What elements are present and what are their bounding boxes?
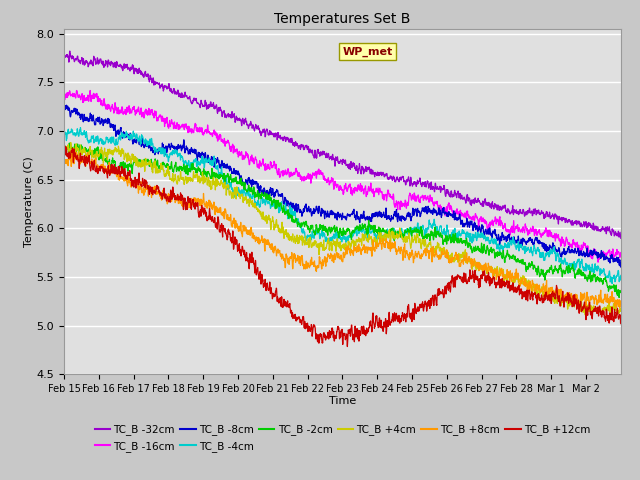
TC_B +8cm	[116, 176, 124, 181]
TC_B -4cm	[376, 231, 384, 237]
TC_B -2cm	[510, 256, 518, 262]
Text: WP_met: WP_met	[342, 47, 393, 57]
Title: Temperatures Set B: Temperatures Set B	[274, 12, 411, 26]
TC_B +12cm	[376, 324, 384, 330]
TC_B -4cm	[608, 281, 616, 287]
TC_B -8cm	[60, 104, 68, 110]
TC_B +8cm	[582, 305, 589, 311]
TC_B +4cm	[376, 237, 384, 243]
TC_B +8cm	[542, 288, 550, 294]
TC_B +8cm	[510, 275, 518, 280]
TC_B -16cm	[510, 225, 518, 230]
TC_B -16cm	[86, 88, 94, 94]
Line: TC_B +4cm: TC_B +4cm	[64, 143, 621, 315]
TC_B +4cm	[510, 275, 518, 280]
TC_B +12cm	[617, 321, 625, 326]
TC_B -16cm	[236, 153, 244, 158]
TC_B +12cm	[61, 143, 69, 149]
TC_B +4cm	[67, 140, 75, 145]
TC_B +8cm	[376, 238, 384, 243]
TC_B +8cm	[60, 158, 68, 164]
TC_B -32cm	[236, 116, 244, 122]
Line: TC_B -2cm: TC_B -2cm	[64, 143, 621, 298]
TC_B -2cm	[60, 145, 68, 151]
TC_B -4cm	[116, 133, 124, 139]
TC_B -8cm	[542, 243, 550, 249]
Line: TC_B +12cm: TC_B +12cm	[64, 146, 621, 347]
TC_B -2cm	[116, 163, 124, 168]
TC_B -8cm	[617, 264, 625, 270]
TC_B -4cm	[542, 251, 550, 256]
TC_B -16cm	[609, 252, 617, 257]
TC_B +4cm	[617, 308, 625, 313]
TC_B -16cm	[594, 259, 602, 265]
TC_B +8cm	[609, 295, 617, 300]
TC_B +4cm	[236, 194, 244, 200]
TC_B -16cm	[542, 227, 550, 233]
TC_B +4cm	[60, 144, 68, 150]
Y-axis label: Temperature (C): Temperature (C)	[24, 156, 34, 247]
TC_B -32cm	[376, 169, 384, 175]
TC_B -2cm	[65, 140, 73, 146]
TC_B +12cm	[116, 169, 124, 175]
TC_B +12cm	[609, 317, 617, 323]
Line: TC_B +8cm: TC_B +8cm	[64, 152, 621, 308]
TC_B +12cm	[344, 344, 351, 349]
TC_B -2cm	[615, 295, 623, 300]
TC_B -32cm	[609, 228, 617, 234]
TC_B +12cm	[60, 154, 68, 159]
Line: TC_B -4cm: TC_B -4cm	[64, 128, 621, 284]
Line: TC_B -32cm: TC_B -32cm	[64, 51, 621, 239]
TC_B -8cm	[236, 178, 244, 183]
TC_B +4cm	[581, 312, 589, 318]
TC_B -8cm	[617, 261, 625, 266]
TC_B -4cm	[510, 238, 518, 244]
TC_B +4cm	[609, 303, 617, 309]
TC_B -4cm	[60, 133, 68, 139]
Line: TC_B -8cm: TC_B -8cm	[64, 105, 621, 267]
TC_B -4cm	[77, 125, 84, 131]
TC_B -16cm	[60, 91, 68, 97]
TC_B -2cm	[376, 227, 384, 233]
TC_B +8cm	[236, 228, 244, 234]
TC_B +8cm	[73, 149, 81, 155]
TC_B -2cm	[609, 283, 617, 289]
TC_B -8cm	[510, 237, 518, 242]
TC_B -32cm	[617, 236, 625, 241]
TC_B -4cm	[236, 189, 244, 195]
TC_B -8cm	[609, 257, 617, 263]
Legend: TC_B -32cm, TC_B -16cm, TC_B -8cm, TC_B -4cm, TC_B -2cm, TC_B +4cm, TC_B +8cm, T: TC_B -32cm, TC_B -16cm, TC_B -8cm, TC_B …	[95, 424, 590, 452]
TC_B -16cm	[617, 250, 625, 255]
TC_B -8cm	[376, 213, 384, 218]
TC_B -32cm	[60, 51, 68, 57]
TC_B -16cm	[376, 188, 384, 193]
TC_B +12cm	[236, 251, 244, 256]
TC_B +4cm	[542, 292, 550, 298]
TC_B -2cm	[542, 270, 550, 276]
TC_B -8cm	[116, 128, 124, 134]
TC_B -2cm	[236, 178, 244, 183]
X-axis label: Time: Time	[329, 396, 356, 406]
TC_B +12cm	[511, 289, 518, 295]
TC_B +12cm	[542, 289, 550, 295]
TC_B -4cm	[609, 276, 617, 281]
TC_B -32cm	[66, 48, 74, 54]
TC_B +8cm	[617, 298, 625, 304]
TC_B +4cm	[116, 148, 124, 154]
TC_B -32cm	[116, 63, 124, 69]
TC_B -32cm	[542, 214, 550, 220]
TC_B -16cm	[116, 107, 124, 113]
TC_B -32cm	[510, 207, 518, 213]
Line: TC_B -16cm: TC_B -16cm	[64, 91, 621, 262]
TC_B -4cm	[617, 273, 625, 278]
TC_B -8cm	[63, 102, 70, 108]
TC_B -2cm	[617, 288, 625, 294]
